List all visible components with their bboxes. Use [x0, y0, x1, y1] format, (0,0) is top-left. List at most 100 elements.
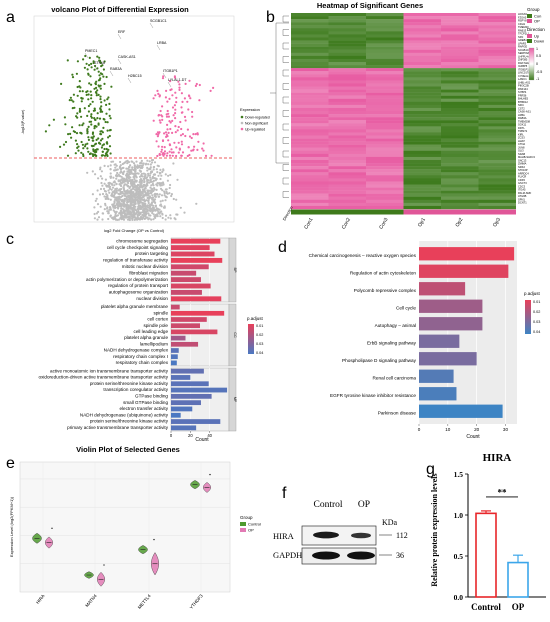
volcano-point-ns	[96, 218, 99, 221]
volcano-label-leader	[117, 33, 122, 40]
volcano-point-ns	[99, 175, 102, 178]
heatmap-row-label: BHLHE5	[518, 97, 529, 101]
volcano-point-ns	[151, 211, 154, 215]
hira-y-axis-label: Relative protein expression levels	[430, 473, 439, 586]
volcano-point-ns	[136, 183, 140, 186]
heatmap-row-label: CDC3	[518, 185, 526, 189]
heatmap-cell	[328, 138, 366, 142]
volcano-legend-up-swatch	[240, 127, 244, 131]
volcano-label-leader	[162, 72, 167, 79]
volcano-point-ns	[160, 182, 163, 185]
heatmap-cell	[478, 95, 516, 99]
heatmap-cell	[441, 49, 479, 54]
heatmap-cell	[291, 178, 329, 182]
heatmap-cell	[328, 13, 366, 17]
heatmap-cell	[366, 77, 404, 81]
heatmap-cell	[478, 141, 516, 145]
volcano-point-ns	[119, 183, 122, 186]
volcano-point-ns	[105, 193, 108, 196]
heatmap-cell	[403, 126, 441, 130]
volcano-point-ns	[119, 164, 122, 167]
volcano-point-down	[90, 97, 93, 100]
volcano-point-up	[194, 84, 197, 87]
heatmap-cell	[291, 98, 329, 103]
enrichment-bar	[171, 317, 207, 322]
heatmap-cell	[291, 199, 329, 204]
volcano-point-ns	[141, 214, 144, 217]
volcano-point-ns	[134, 205, 137, 208]
heatmap-cell	[478, 19, 516, 23]
go-enrichment-chart: BP chromosome segregation cell cycle check…	[39, 237, 237, 438]
volcano-point-ns	[165, 192, 168, 195]
heatmap-cell	[403, 80, 441, 84]
heatmap-cell	[478, 150, 516, 155]
heatmap-cell	[291, 13, 329, 17]
volcano-point-ns	[113, 184, 116, 187]
enrichment-bar	[171, 412, 181, 418]
volcano-point-ns	[169, 217, 172, 220]
go-facet-strip	[228, 237, 237, 303]
dendrogram-branch	[282, 137, 289, 144]
volcano-point-down	[52, 118, 56, 121]
volcano-point-up	[201, 147, 204, 150]
volcano-point-up	[168, 150, 171, 153]
volcano-point-ns	[129, 212, 132, 215]
heatmap-cell	[441, 156, 479, 161]
heatmap-cell	[328, 117, 366, 121]
volcano-point-ns	[147, 199, 150, 202]
enrichment-bar	[171, 257, 223, 263]
heatmap-cell	[291, 156, 329, 161]
volcano-point-ns	[134, 170, 137, 173]
volcano-point-ns	[149, 189, 152, 192]
volcano-point-down	[86, 114, 89, 117]
heatmap-cell	[291, 114, 329, 118]
heatmap-row-label: LAMC1	[518, 77, 527, 81]
volcano-point-down	[96, 117, 99, 120]
heatmap-cells	[291, 13, 516, 210]
violin-plot-area	[19, 461, 231, 593]
volcano-point-ns	[136, 195, 139, 198]
volcano-point-up	[179, 134, 183, 137]
volcano-point-down	[67, 133, 70, 136]
volcano-point-ns	[116, 171, 119, 175]
volcano-point-ns	[112, 209, 115, 212]
heatmap-cell	[441, 202, 479, 207]
heatmap-cell	[403, 95, 441, 99]
volcano-point-up	[157, 145, 160, 148]
volcano-point-down	[105, 151, 108, 154]
volcano-point-ns	[142, 198, 145, 202]
heatmap-cell	[403, 187, 441, 191]
enrichment-term-label: Renal cell carcinoma	[372, 375, 416, 380]
volcano-point-ns	[144, 194, 147, 197]
volcano-point-down	[72, 93, 75, 96]
volcano-point-ns	[130, 194, 133, 198]
heatmap-cell	[328, 123, 366, 127]
volcano-point-up	[164, 131, 168, 134]
volcano-point-down	[93, 68, 96, 71]
heatmap-cell	[366, 199, 404, 204]
heatmap-row-labels: HOXA9FZGA5RSPY8CDH1TMEM40RAB13TFCP2L1SFN…	[518, 12, 535, 205]
heatmap-cell	[403, 65, 441, 69]
volcano-point-down	[88, 56, 91, 60]
volcano-point-up	[160, 114, 163, 117]
heatmap-column-label: Op2	[455, 217, 465, 228]
volcano-point-down	[76, 112, 79, 115]
enrichment-term-label: chromosome segregation	[116, 238, 168, 243]
heatmap-cell	[291, 107, 329, 112]
heatmap-row-label: CDK5	[518, 178, 525, 182]
volcano-point-ns	[103, 189, 106, 193]
heatmap-row-label: BTBD12	[518, 100, 528, 104]
volcano-point-ns	[145, 185, 148, 188]
volcano-point-up	[202, 149, 205, 152]
volcano-point-down	[78, 80, 81, 83]
heatmap-cell	[441, 19, 479, 23]
heatmap-cell	[403, 98, 441, 103]
volcano-point-ns	[114, 169, 117, 172]
volcano-point-ns	[134, 179, 137, 182]
heatmap-cell	[441, 163, 479, 167]
heatmap-cell	[478, 117, 516, 121]
heatmap-row-label: SCGB1C1	[518, 48, 531, 52]
heatmap-cell	[403, 141, 441, 145]
volcano-gene-label: LRBA	[157, 41, 167, 45]
volcano-point-down	[78, 90, 81, 93]
